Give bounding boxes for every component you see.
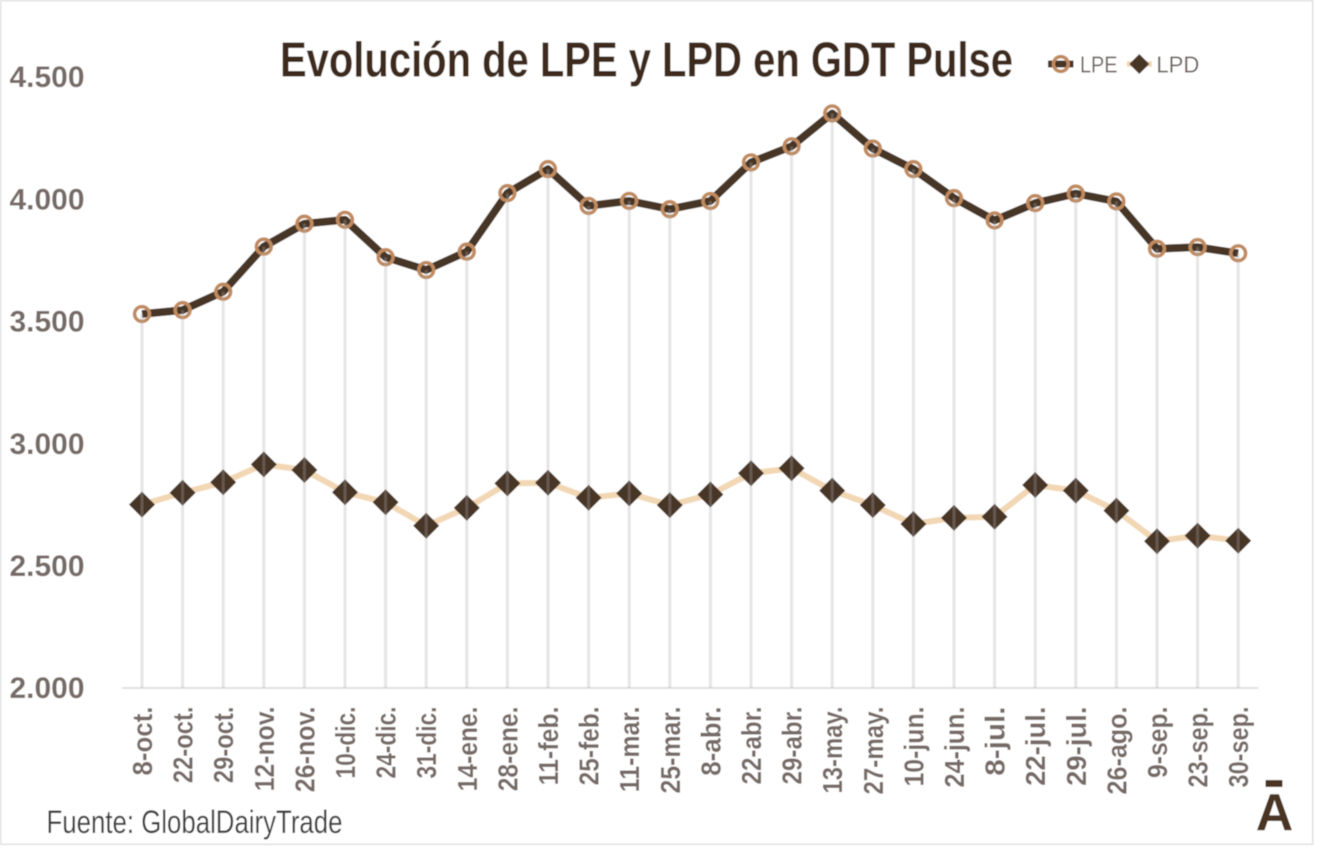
svg-text:31-dic.: 31-dic. <box>411 707 442 779</box>
svg-text:28-ene.: 28-ene. <box>492 707 523 792</box>
svg-text:22-oct.: 22-oct. <box>168 707 199 784</box>
svg-text:12-nov.: 12-nov. <box>249 707 280 792</box>
svg-text:8-oct.: 8-oct. <box>127 707 158 776</box>
svg-text:9-sep.: 9-sep. <box>1142 707 1173 779</box>
svg-text:14-ene.: 14-ene. <box>452 707 483 792</box>
svg-text:13-may.: 13-may. <box>817 707 848 794</box>
svg-text:2.000: 2.000 <box>10 672 85 705</box>
svg-text:25-mar.: 25-mar. <box>655 707 686 794</box>
svg-text:A: A <box>1256 784 1294 842</box>
svg-text:22-abr.: 22-abr. <box>736 707 767 785</box>
svg-text:29-abr.: 29-abr. <box>777 707 808 785</box>
svg-text:10-jun.: 10-jun. <box>898 707 929 787</box>
svg-text:11-feb.: 11-feb. <box>533 707 564 786</box>
svg-text:24-jun.: 24-jun. <box>939 707 970 788</box>
svg-text:23-sep.: 23-sep. <box>1183 707 1214 788</box>
svg-text:LPD: LPD <box>1156 52 1199 78</box>
svg-text:11-mar.: 11-mar. <box>614 707 645 793</box>
svg-text:8-jul.: 8-jul. <box>980 707 1011 776</box>
svg-text:27-may.: 27-may. <box>858 707 889 795</box>
svg-text:Fuente: GlobalDairyTrade: Fuente: GlobalDairyTrade <box>47 804 343 840</box>
svg-text:4.000: 4.000 <box>10 183 85 216</box>
svg-text:Evolución de LPE y LPD en GDT: Evolución de LPE y LPD en GDT Pulse <box>280 34 1013 88</box>
svg-text:2.500: 2.500 <box>10 550 85 583</box>
svg-text:3.500: 3.500 <box>10 306 85 339</box>
svg-text:4.500: 4.500 <box>10 61 85 94</box>
svg-text:10-dic.: 10-dic. <box>330 707 361 779</box>
svg-text:30-sep.: 30-sep. <box>1223 707 1254 788</box>
svg-text:29-jul.: 29-jul. <box>1061 707 1092 786</box>
svg-text:26-nov.: 26-nov. <box>289 707 320 793</box>
svg-text:26-ago.: 26-ago. <box>1101 707 1132 795</box>
svg-text:3.000: 3.000 <box>10 428 85 461</box>
svg-text:24-dic.: 24-dic. <box>371 707 402 779</box>
svg-text:25-feb.: 25-feb. <box>574 707 605 786</box>
svg-text:22-jul.: 22-jul. <box>1020 707 1051 786</box>
svg-text:29-oct.: 29-oct. <box>208 707 239 784</box>
svg-text:8-abr.: 8-abr. <box>695 707 726 776</box>
svg-text:LPE: LPE <box>1080 52 1118 78</box>
